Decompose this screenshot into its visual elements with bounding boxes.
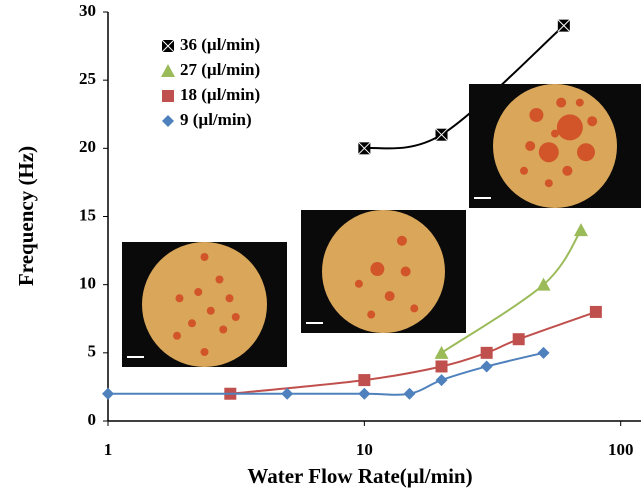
droplet — [539, 142, 559, 162]
marker-shape — [435, 346, 449, 359]
droplet — [226, 294, 234, 302]
droplet — [232, 313, 240, 321]
marker-shape — [102, 388, 114, 400]
data-point — [481, 347, 493, 359]
data-point — [481, 360, 493, 372]
x-tick-label: 1 — [104, 440, 113, 459]
y-tick-label: 30 — [79, 1, 96, 20]
data-point — [162, 40, 174, 52]
legend-label: 9 (µl/min) — [180, 110, 252, 129]
data-point — [358, 142, 370, 154]
marker-shape — [513, 333, 525, 345]
droplet — [355, 280, 363, 288]
marker-shape — [162, 90, 174, 102]
droplet — [188, 319, 196, 327]
droplet — [529, 108, 543, 122]
droplet — [576, 99, 584, 107]
marker-shape — [403, 388, 415, 400]
y-tick-label: 25 — [79, 69, 96, 88]
data-point — [435, 346, 449, 359]
data-point — [358, 374, 370, 386]
marker-shape — [590, 306, 602, 318]
y-tick-label: 15 — [79, 205, 96, 224]
droplet — [216, 276, 224, 284]
data-point — [358, 388, 370, 400]
data-point — [558, 20, 570, 32]
droplet — [551, 130, 559, 138]
droplet — [201, 348, 209, 356]
droplet — [562, 166, 572, 176]
marker-shape — [358, 374, 370, 386]
droplet — [176, 294, 184, 302]
inset-photo — [301, 210, 466, 333]
droplet — [207, 307, 215, 315]
droplet — [173, 332, 181, 340]
data-point — [513, 333, 525, 345]
legend-label: 36 (µl/min) — [180, 35, 260, 54]
droplet — [367, 311, 375, 319]
marker-shape — [436, 360, 448, 372]
data-point — [436, 374, 448, 386]
droplet — [410, 304, 418, 312]
marker-shape — [481, 360, 493, 372]
droplet — [557, 114, 583, 140]
droplet — [545, 179, 553, 187]
droplet — [556, 98, 566, 108]
data-point — [403, 388, 415, 400]
data-point — [590, 306, 602, 318]
droplet — [397, 236, 407, 246]
chart: Water Flow Rate(µl/min) Frequency (Hz) 0… — [0, 0, 641, 496]
data-point — [102, 388, 114, 400]
marker-shape — [574, 223, 588, 236]
droplet — [520, 167, 528, 175]
x-axis-title: Water Flow Rate(µl/min) — [247, 464, 472, 488]
y-tick-label: 0 — [88, 410, 97, 429]
data-point — [574, 223, 588, 236]
data-point — [538, 347, 550, 359]
y-tick-label: 10 — [79, 274, 96, 293]
droplet — [194, 288, 202, 296]
droplet — [401, 267, 411, 277]
droplet — [370, 262, 384, 276]
marker-shape — [538, 347, 550, 359]
droplet — [385, 291, 395, 301]
x-tick-label: 10 — [356, 440, 373, 459]
droplet — [525, 141, 535, 151]
droplet — [587, 116, 597, 126]
droplet — [201, 253, 209, 261]
droplet — [577, 143, 595, 161]
droplet — [219, 326, 227, 334]
marker-shape — [481, 347, 493, 359]
data-point — [436, 129, 448, 141]
marker-shape — [436, 374, 448, 386]
y-axis-title: Frequency (Hz) — [14, 146, 38, 286]
inset-photo — [122, 242, 287, 367]
data-point — [436, 360, 448, 372]
x-tick-label: 100 — [608, 440, 634, 459]
marker-shape — [358, 388, 370, 400]
data-point — [162, 90, 174, 102]
y-tick-label: 20 — [79, 137, 96, 156]
inset-photo — [469, 84, 641, 208]
legend-label: 27 (µl/min) — [180, 60, 260, 79]
y-tick-label: 5 — [88, 342, 97, 361]
legend-label: 18 (µl/min) — [180, 85, 260, 104]
